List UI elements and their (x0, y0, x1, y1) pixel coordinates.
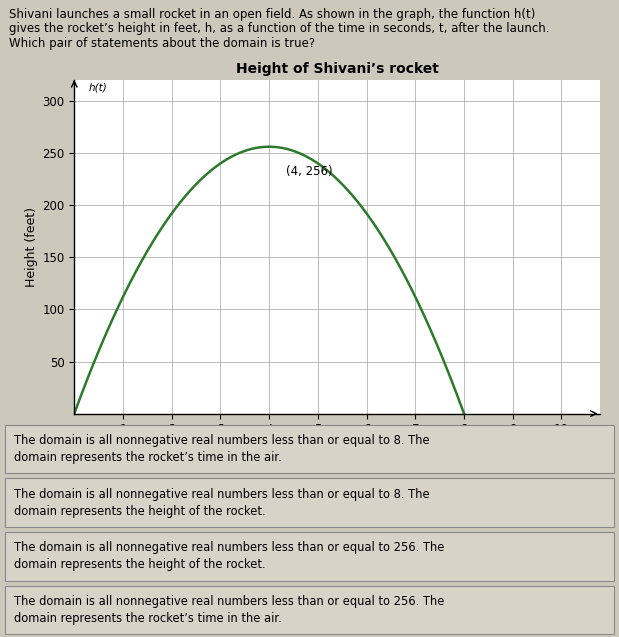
Text: (4, 256): (4, 256) (286, 166, 333, 178)
Text: The domain is all nonnegative real numbers less than or equal to 256. The
domain: The domain is all nonnegative real numbe… (14, 595, 444, 625)
Text: t: t (589, 443, 593, 453)
X-axis label: Time (seconds): Time (seconds) (290, 441, 385, 454)
Text: The domain is all nonnegative real numbers less than or equal to 8. The
domain r: The domain is all nonnegative real numbe… (14, 434, 430, 464)
Text: gives the rocket’s height in feet, h, as a function of the time in seconds, t, a: gives the rocket’s height in feet, h, as… (9, 22, 550, 35)
Text: h(t): h(t) (89, 83, 108, 92)
Title: Height of Shivani’s rocket: Height of Shivani’s rocket (236, 62, 439, 76)
Text: Which pair of statements about the domain is true?: Which pair of statements about the domai… (9, 37, 316, 50)
Text: Shivani launches a small rocket in an open field. As shown in the graph, the fun: Shivani launches a small rocket in an op… (9, 8, 535, 20)
Text: The domain is all nonnegative real numbers less than or equal to 256. The
domain: The domain is all nonnegative real numbe… (14, 541, 444, 571)
Y-axis label: Height (feet): Height (feet) (25, 207, 38, 287)
Text: The domain is all nonnegative real numbers less than or equal to 8. The
domain r: The domain is all nonnegative real numbe… (14, 488, 430, 518)
